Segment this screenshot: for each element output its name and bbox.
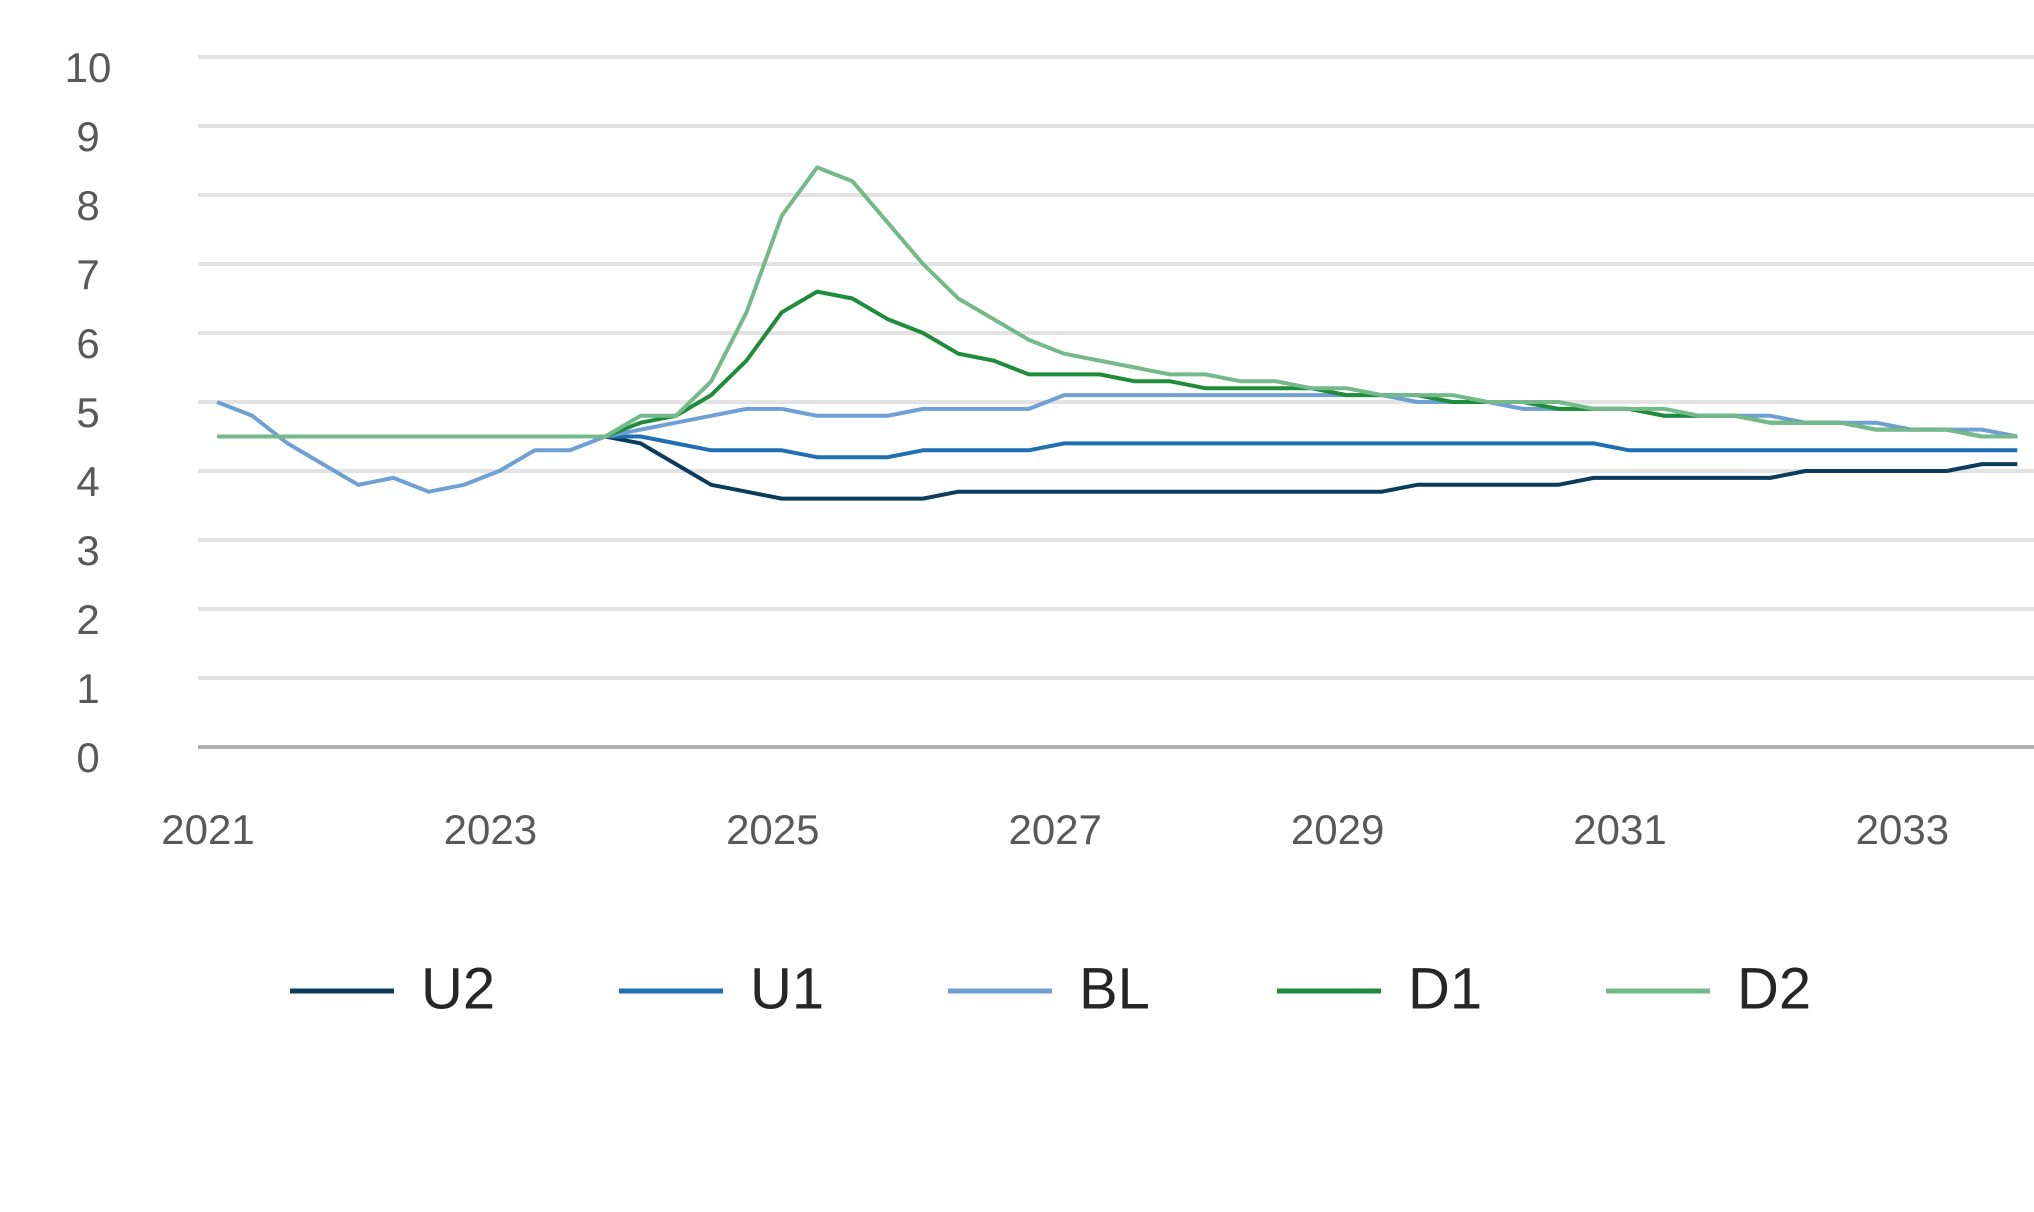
legend-label: U2: [421, 956, 495, 1021]
y-tick-label: 10: [65, 44, 112, 91]
y-tick-label: 4: [76, 458, 99, 505]
x-tick-label: 2031: [1573, 806, 1666, 853]
y-tick-label: 0: [76, 734, 99, 781]
legend-label: U1: [750, 956, 824, 1021]
x-tick-label: 2029: [1291, 806, 1384, 853]
legend-label: D2: [1737, 956, 1811, 1021]
y-tick-label: 9: [76, 113, 99, 160]
y-tick-label: 1: [76, 665, 99, 712]
x-tick-label: 2033: [1856, 806, 1949, 853]
legend-label: D1: [1408, 956, 1482, 1021]
series-line: [217, 434, 2018, 501]
series-line: [217, 165, 2018, 439]
y-tick-label: 2: [76, 596, 99, 643]
y-tick-label: 8: [76, 182, 99, 229]
x-tick-label: 2027: [1008, 806, 1101, 853]
series-line: [217, 434, 2018, 460]
y-tick-label: 6: [76, 320, 99, 367]
x-tick-label: 2025: [726, 806, 819, 853]
legend-label: BL: [1079, 956, 1150, 1021]
y-tick-label: 3: [76, 527, 99, 574]
y-tick-label: 7: [76, 251, 99, 298]
x-tick-label: 2021: [161, 806, 254, 853]
y-tick-label: 5: [76, 389, 99, 436]
x-tick-label: 2023: [444, 806, 537, 853]
